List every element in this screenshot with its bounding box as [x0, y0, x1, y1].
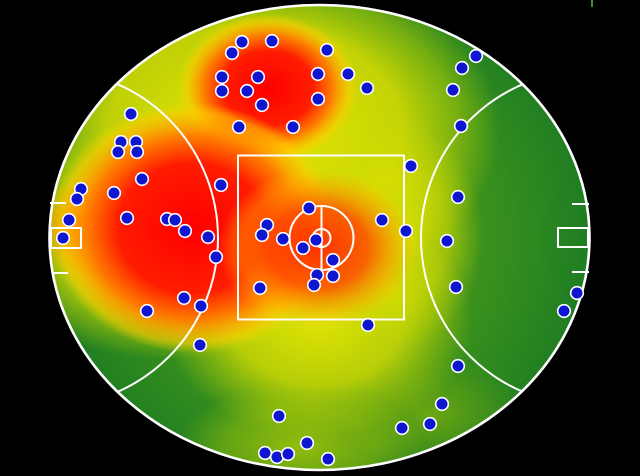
boundary-line: [48, 3, 591, 472]
data-point: [285, 119, 301, 135]
data-point: [310, 66, 326, 82]
data-point: [325, 268, 341, 284]
data-point: [250, 69, 266, 85]
goal-square-line: [557, 227, 589, 248]
data-point: [271, 408, 287, 424]
data-point: [254, 97, 270, 113]
data-point: [61, 212, 77, 228]
data-point: [214, 69, 230, 85]
data-point: [106, 185, 122, 201]
data-point: [394, 420, 410, 436]
data-point: [359, 80, 375, 96]
data-point: [569, 285, 585, 301]
data-point: [176, 290, 192, 306]
data-point: [468, 48, 484, 64]
event-points-layer: [55, 33, 585, 467]
data-point: [320, 451, 336, 467]
data-point: [434, 396, 450, 412]
data-point: [448, 279, 464, 295]
data-point: [214, 83, 230, 99]
heat-blob: [218, 168, 418, 328]
goal-square-line: [50, 227, 82, 249]
data-point: [374, 212, 390, 228]
data-point: [119, 210, 135, 226]
data-point: [453, 118, 469, 134]
data-point: [257, 445, 273, 461]
data-point: [239, 83, 255, 99]
data-point: [123, 106, 139, 122]
data-point: [325, 252, 341, 268]
data-point: [556, 303, 572, 319]
data-point: [403, 158, 419, 174]
data-point: [301, 200, 317, 216]
data-point: [454, 60, 470, 76]
data-point: [234, 34, 250, 50]
data-point: [192, 337, 208, 353]
data-point: [177, 223, 193, 239]
data-point: [69, 191, 85, 207]
data-point: [310, 91, 326, 107]
data-point: [134, 171, 150, 187]
data-point: [340, 66, 356, 82]
data-point: [275, 231, 291, 247]
data-point: [254, 227, 270, 243]
data-point: [55, 230, 71, 246]
data-point: [213, 177, 229, 193]
data-point: [252, 280, 268, 296]
data-point: [422, 416, 438, 432]
data-point: [445, 82, 461, 98]
data-point: [299, 435, 315, 451]
data-point: [200, 229, 216, 245]
data-point: [264, 33, 280, 49]
data-point: [139, 303, 155, 319]
data-point: [450, 189, 466, 205]
data-point: [450, 358, 466, 374]
edge-artifact-tick: [591, 0, 593, 7]
data-point: [398, 223, 414, 239]
data-point: [295, 240, 311, 256]
data-point: [439, 233, 455, 249]
data-point: [167, 212, 183, 228]
data-point: [208, 249, 224, 265]
data-point: [280, 446, 296, 462]
data-point: [319, 42, 335, 58]
data-point: [306, 277, 322, 293]
data-point: [231, 119, 247, 135]
data-point: [110, 144, 126, 160]
data-point: [308, 232, 324, 248]
data-point: [129, 144, 145, 160]
data-point: [224, 45, 240, 61]
data-point: [193, 298, 209, 314]
data-point: [360, 317, 376, 333]
heat-blob: [337, 357, 527, 470]
